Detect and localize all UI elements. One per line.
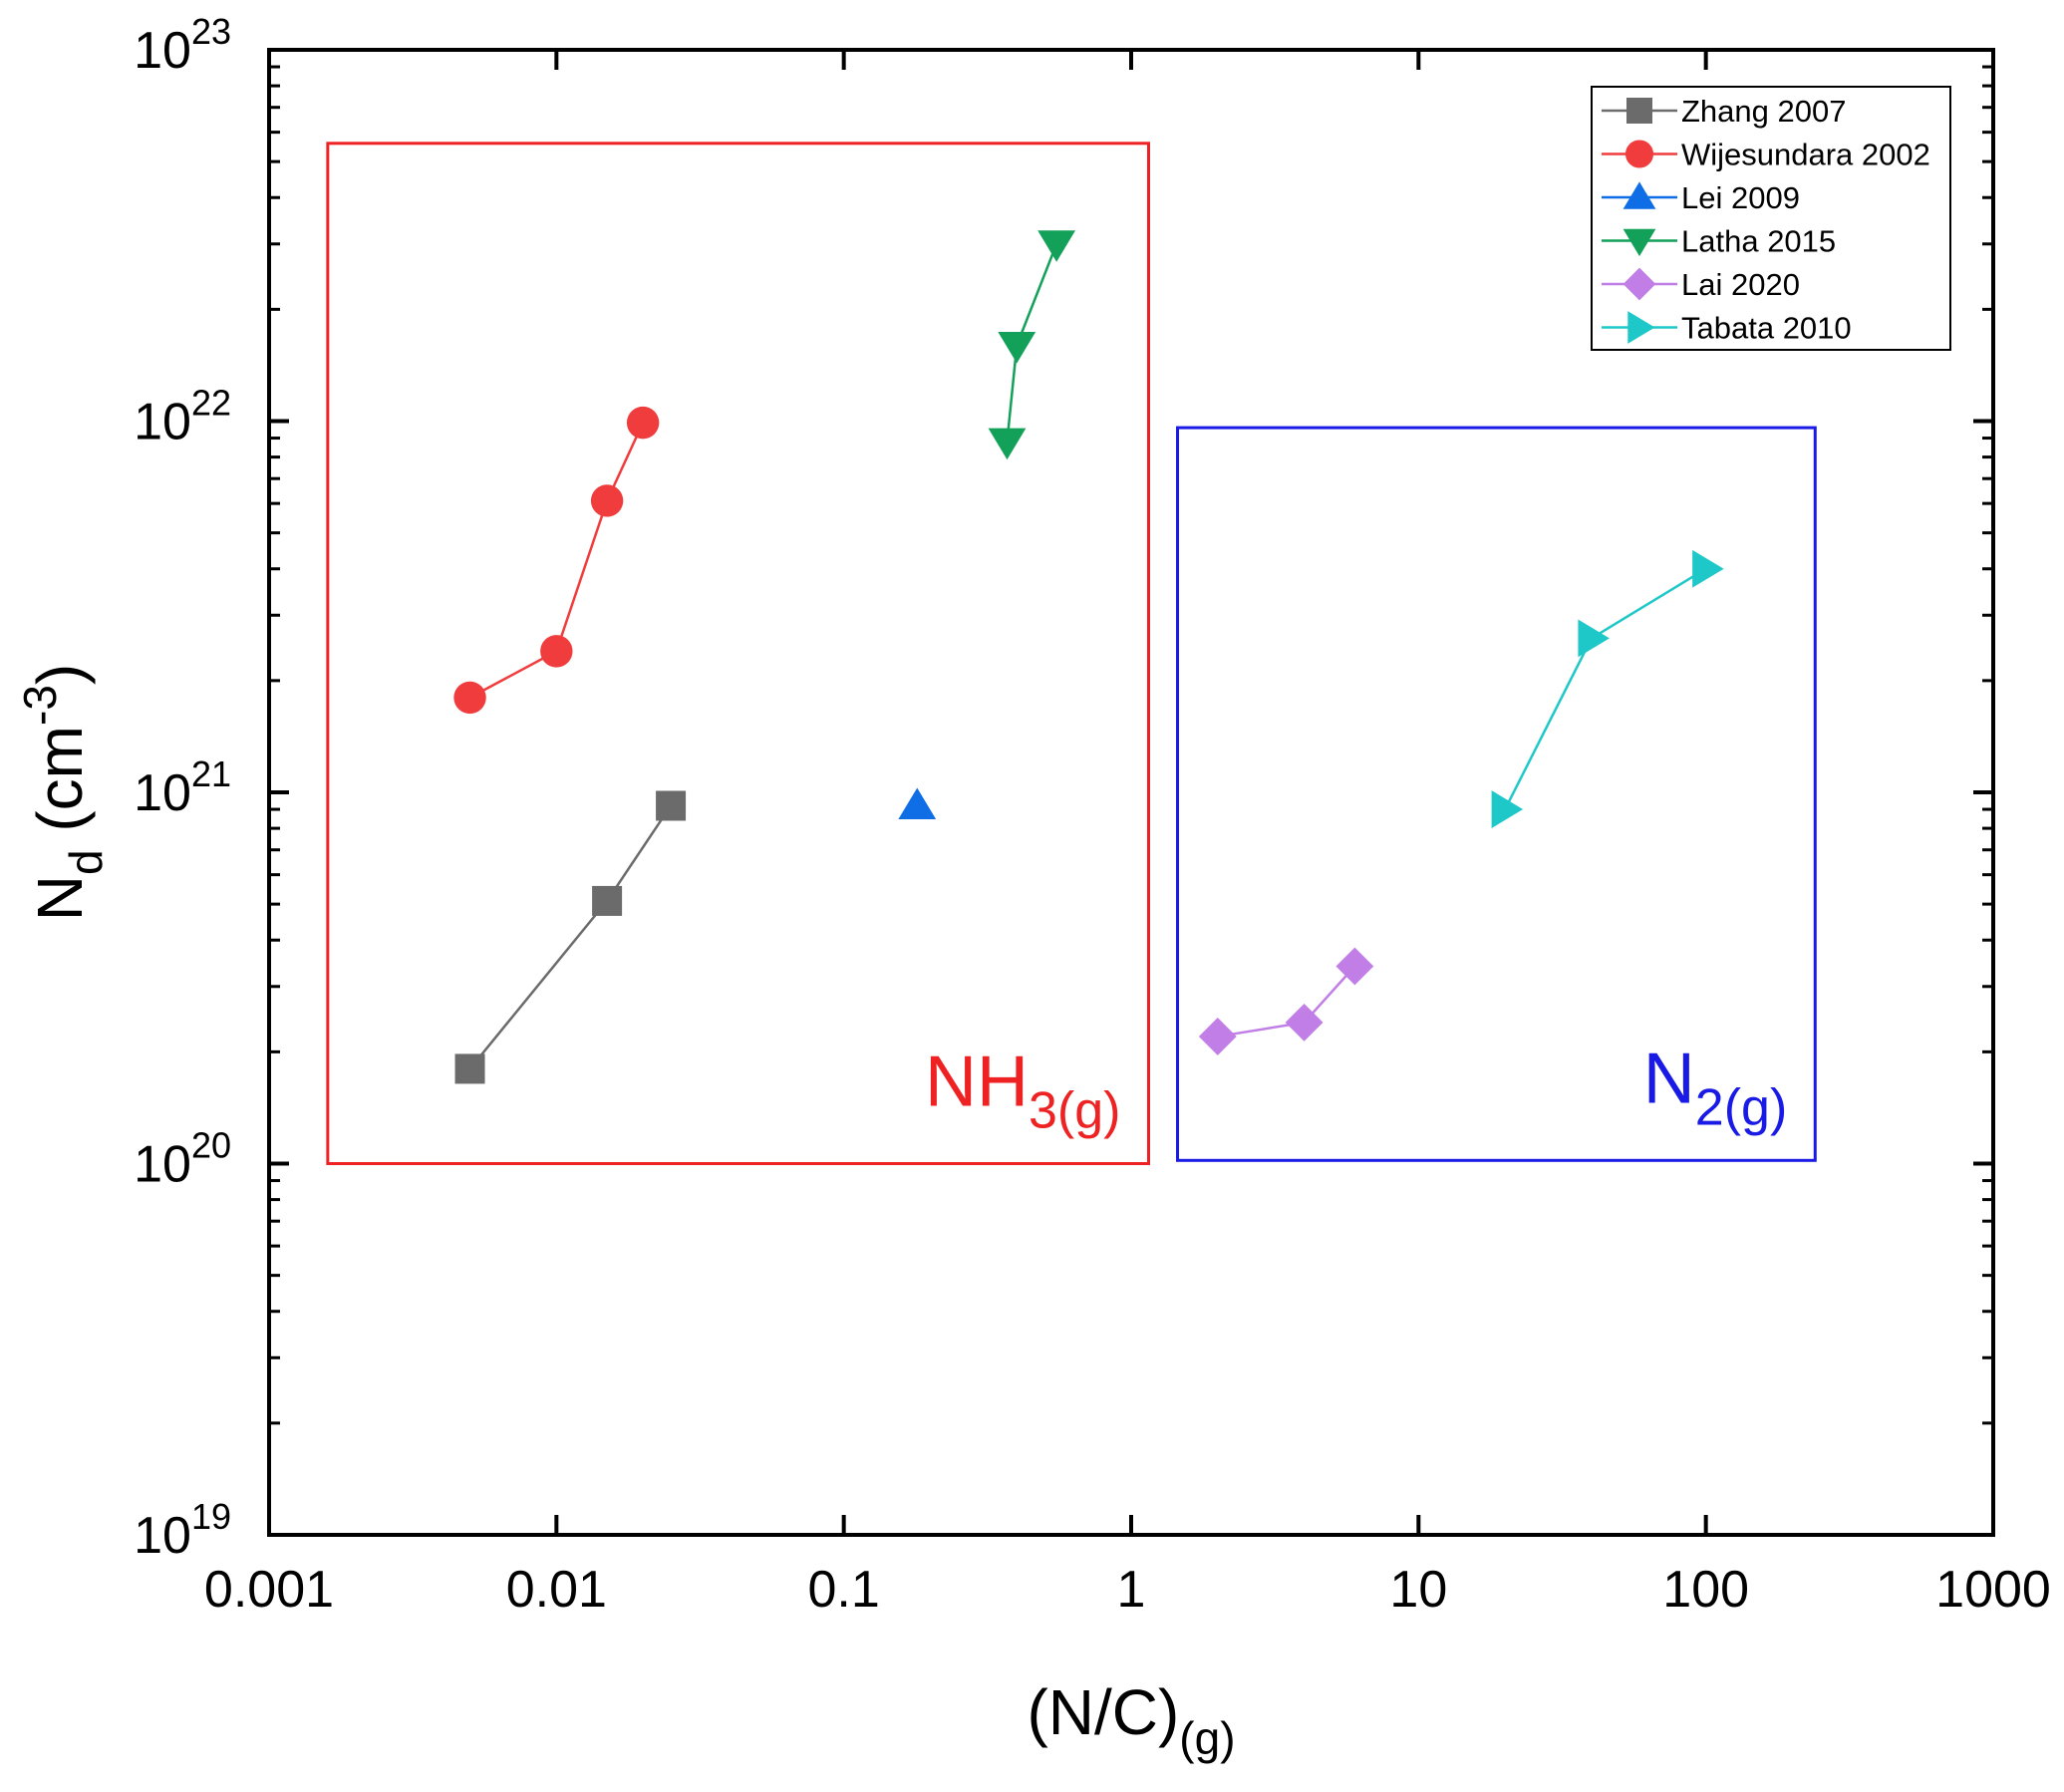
legend-zhang-2007-marker — [1626, 98, 1652, 124]
lei-2009-point — [898, 787, 937, 819]
x-tick-label: 0.001 — [204, 1561, 334, 1619]
latha-2015-point — [1037, 230, 1076, 262]
wijesundara-2002-point — [540, 635, 573, 668]
y-tick-label: 1020 — [134, 1125, 231, 1194]
tabata-2010-point — [1692, 549, 1724, 588]
legend-latha-2015-label: Latha 2015 — [1681, 224, 1836, 259]
nh3-region-box — [326, 142, 1151, 1165]
zhang-2007-point — [656, 790, 687, 821]
legend-tabata-2010-marker — [1627, 311, 1655, 344]
lai-2020-point — [1198, 1018, 1237, 1055]
series-lines — [468, 243, 1707, 1070]
wijesundara-2002-point — [453, 681, 486, 715]
wijesundara-2002-point — [590, 484, 624, 517]
plot-frame — [267, 48, 1995, 1537]
zhang-2007-point — [592, 885, 623, 916]
region-labels: NH3(g) N2(g) — [925, 1039, 1787, 1139]
n2-region-label: N2(g) — [1643, 1039, 1787, 1136]
x-tick-label: 0.1 — [808, 1561, 880, 1619]
wijesundara-2002-line — [468, 422, 645, 700]
region-boxes — [326, 142, 1817, 1165]
legend-lei-2009-label: Lei 2009 — [1681, 180, 1800, 215]
legend: Zhang 2007 Wijesundara 2002 Lei 2009 Latha … — [1591, 86, 1951, 351]
legend-lei-2009-marker — [1622, 181, 1656, 209]
y-tick-label: 1019 — [134, 1496, 231, 1565]
x-tick-label: 100 — [1662, 1561, 1749, 1619]
zhang-2007-line — [468, 804, 673, 1070]
y-tick-label: 1022 — [134, 383, 231, 451]
x-tick-label: 1 — [1117, 1561, 1146, 1619]
latha-2015-point — [988, 428, 1027, 460]
n2-region-box — [1176, 426, 1817, 1162]
zhang-2007-point — [454, 1053, 485, 1084]
legend-lai-2020-label: Lai 2020 — [1681, 267, 1800, 302]
nh3-region-label: NH3(g) — [925, 1043, 1120, 1140]
tabata-2010-point — [1578, 619, 1610, 658]
legend-wijesundara-2002-label: Wijesundara 2002 — [1681, 138, 1930, 172]
legend-zhang-2007-label: Zhang 2007 — [1681, 94, 1846, 129]
x-tick-label: 10 — [1389, 1561, 1447, 1619]
x-tick-label: 1000 — [1935, 1561, 2051, 1619]
x-tick-label: 0.01 — [506, 1561, 607, 1619]
lai-2020-point — [1335, 947, 1374, 986]
tabata-2010-line — [1504, 567, 1707, 810]
y-tick-label: 1021 — [134, 753, 231, 822]
series-markers — [453, 230, 1724, 1084]
legend-wijesundara-2002-marker — [1624, 140, 1654, 168]
wijesundara-2002-point — [626, 406, 660, 440]
legend-tabata-2010-label: Tabata 2010 — [1681, 311, 1852, 346]
legend-latha-2015-marker — [1622, 228, 1656, 257]
lai-2020-line — [1217, 965, 1356, 1039]
tabata-2010-point — [1491, 790, 1524, 828]
x-axis-title: (N/C)(g) — [1027, 1676, 1235, 1764]
latha-2015-point — [998, 331, 1036, 364]
legend-box — [1591, 86, 1951, 351]
lai-2020-point — [1285, 1003, 1324, 1042]
y-axis-title: Nd (cm-3) — [14, 664, 112, 921]
y-tick-label: 1023 — [134, 11, 231, 80]
tick-labels: 0.001 0.01 0.1 1 10 100 1000 1019 1020 1021 1022 10… — [134, 11, 2051, 1619]
legend-lai-2020-marker — [1622, 267, 1656, 301]
